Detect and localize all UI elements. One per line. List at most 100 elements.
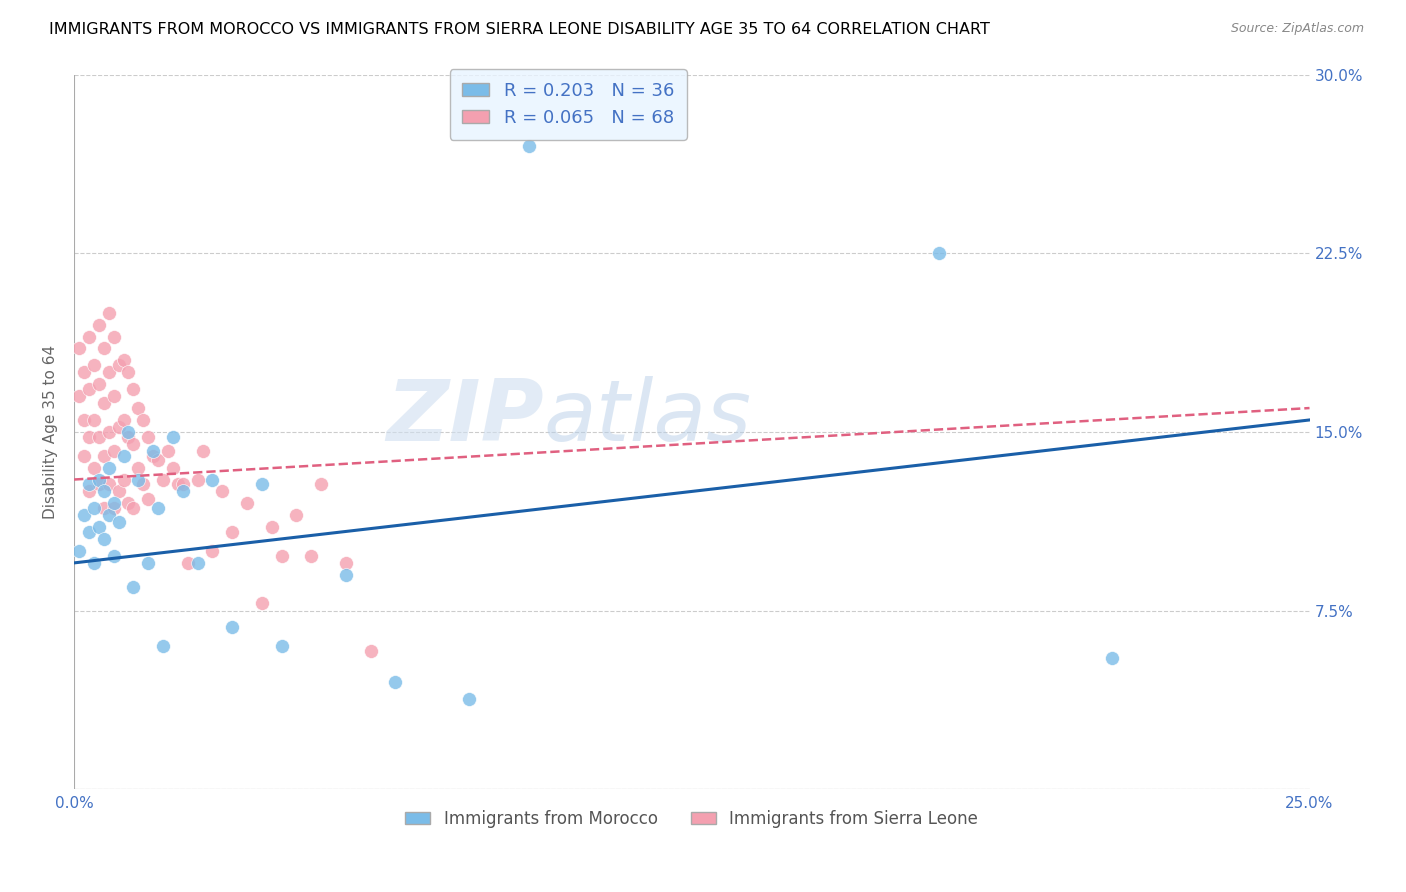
Point: [117, 430, 139, 444]
Point: [83, 413, 105, 427]
Point: [112, 473, 135, 487]
Point: [335, 567, 357, 582]
Point: [87, 377, 110, 392]
Point: [309, 477, 332, 491]
Point: [97, 365, 120, 379]
Point: [107, 516, 129, 530]
Point: [162, 460, 184, 475]
Point: [67, 544, 90, 558]
Point: [201, 544, 224, 558]
Text: ZIP: ZIP: [385, 376, 544, 459]
Point: [83, 460, 105, 475]
Point: [83, 556, 105, 570]
Point: [127, 460, 149, 475]
Point: [127, 401, 149, 415]
Point: [67, 389, 90, 403]
Legend: Immigrants from Morocco, Immigrants from Sierra Leone: Immigrants from Morocco, Immigrants from…: [399, 803, 986, 835]
Point: [77, 329, 100, 343]
Point: [201, 473, 224, 487]
Point: [152, 473, 174, 487]
Point: [83, 358, 105, 372]
Point: [87, 520, 110, 534]
Point: [122, 580, 145, 594]
Point: [360, 644, 382, 658]
Point: [136, 491, 159, 506]
Point: [77, 430, 100, 444]
Point: [103, 444, 125, 458]
Point: [77, 484, 100, 499]
Point: [335, 556, 357, 570]
Point: [270, 549, 292, 563]
Point: [103, 501, 125, 516]
Point: [162, 430, 184, 444]
Point: [127, 473, 149, 487]
Point: [1101, 651, 1123, 665]
Point: [221, 524, 243, 539]
Point: [103, 329, 125, 343]
Point: [93, 532, 115, 546]
Text: Source: ZipAtlas.com: Source: ZipAtlas.com: [1230, 22, 1364, 36]
Point: [93, 342, 115, 356]
Point: [517, 139, 540, 153]
Point: [299, 549, 322, 563]
Point: [250, 477, 273, 491]
Point: [132, 477, 155, 491]
Point: [73, 413, 96, 427]
Point: [221, 620, 243, 634]
Point: [93, 501, 115, 516]
Point: [187, 473, 209, 487]
Point: [187, 556, 209, 570]
Point: [211, 484, 233, 499]
Point: [87, 477, 110, 491]
Point: [93, 484, 115, 499]
Point: [384, 675, 406, 690]
Point: [87, 473, 110, 487]
Point: [142, 444, 165, 458]
Point: [928, 246, 950, 260]
Point: [177, 556, 200, 570]
Point: [146, 453, 169, 467]
Point: [117, 496, 139, 510]
Point: [107, 484, 129, 499]
Point: [87, 318, 110, 332]
Y-axis label: Disability Age 35 to 64: Disability Age 35 to 64: [44, 345, 58, 519]
Point: [142, 449, 165, 463]
Point: [103, 496, 125, 510]
Point: [112, 353, 135, 368]
Point: [77, 477, 100, 491]
Point: [97, 425, 120, 439]
Point: [103, 389, 125, 403]
Point: [93, 396, 115, 410]
Point: [73, 365, 96, 379]
Point: [458, 691, 481, 706]
Point: [167, 477, 190, 491]
Point: [152, 640, 174, 654]
Point: [73, 508, 96, 523]
Point: [117, 425, 139, 439]
Point: [97, 477, 120, 491]
Point: [132, 413, 155, 427]
Point: [136, 556, 159, 570]
Point: [77, 382, 100, 396]
Point: [73, 449, 96, 463]
Point: [122, 382, 145, 396]
Point: [285, 508, 308, 523]
Point: [97, 460, 120, 475]
Point: [77, 524, 100, 539]
Point: [67, 342, 90, 356]
Text: IMMIGRANTS FROM MOROCCO VS IMMIGRANTS FROM SIERRA LEONE DISABILITY AGE 35 TO 64 : IMMIGRANTS FROM MOROCCO VS IMMIGRANTS FR…: [49, 22, 990, 37]
Point: [112, 449, 135, 463]
Point: [270, 640, 292, 654]
Point: [107, 358, 129, 372]
Point: [93, 449, 115, 463]
Point: [122, 501, 145, 516]
Point: [83, 501, 105, 516]
Point: [97, 508, 120, 523]
Point: [191, 444, 214, 458]
Point: [260, 520, 283, 534]
Point: [117, 365, 139, 379]
Point: [172, 477, 194, 491]
Point: [103, 549, 125, 563]
Point: [236, 496, 259, 510]
Point: [146, 501, 169, 516]
